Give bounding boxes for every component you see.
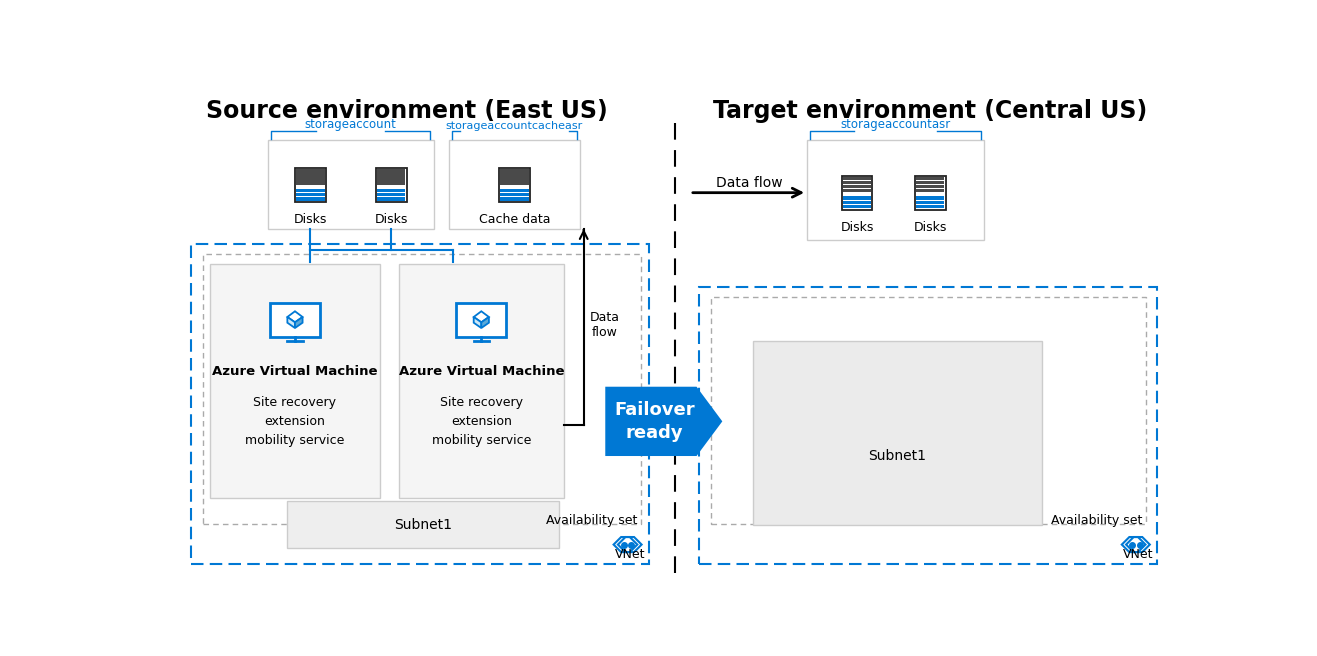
Bar [203,255,641,523]
Bar [456,302,506,337]
Bar [807,140,984,240]
Bar [500,193,528,196]
Text: Azure Virtual Machine: Azure Virtual Machine [399,365,564,378]
Bar [377,193,406,196]
Bar [296,193,324,196]
Bar [915,196,944,199]
Bar [843,181,872,184]
Bar [711,297,1146,523]
Bar [500,197,528,201]
Polygon shape [481,317,489,328]
Bar [375,168,407,202]
Text: Disks: Disks [840,221,873,234]
Bar [699,287,1158,564]
Bar [915,177,944,180]
Text: Availability set: Availability set [547,514,637,527]
Text: VNet: VNet [615,548,645,561]
Bar [843,201,872,204]
Bar [295,168,325,202]
Polygon shape [474,312,489,322]
Bar [296,169,324,173]
Bar [270,302,320,337]
Bar [377,177,406,181]
Text: Availability set: Availability set [1051,514,1142,527]
Bar [377,181,406,185]
Bar [753,340,1042,525]
Bar [377,173,406,176]
Text: Failover
ready: Failover ready [614,401,695,442]
Text: Disks: Disks [914,221,947,234]
Text: Site recovery
extension
mobility service: Site recovery extension mobility service [245,396,345,447]
Polygon shape [287,317,295,328]
Bar [296,181,324,185]
Text: VNet: VNet [1123,548,1154,561]
Bar [211,264,379,499]
Bar [191,244,649,564]
Bar [843,189,872,192]
Bar [915,181,944,184]
Bar [842,176,872,210]
Bar [915,185,944,188]
Bar [377,169,406,173]
Text: storageaccountcacheasr: storageaccountcacheasr [445,121,583,131]
Text: Azure Virtual Machine: Azure Virtual Machine [212,365,378,378]
Text: Disks: Disks [374,213,408,226]
Bar [296,173,324,176]
Bar [915,201,944,204]
Text: Subnet1: Subnet1 [394,518,452,531]
Bar [500,189,528,192]
Bar [449,140,579,229]
Text: Source environment (East US): Source environment (East US) [205,99,607,123]
Polygon shape [287,312,303,322]
Bar [500,177,528,181]
Text: Cache data: Cache data [478,213,551,226]
Text: Site recovery
extension
mobility service: Site recovery extension mobility service [432,396,531,447]
Bar [915,176,946,210]
Bar [296,177,324,181]
Bar [499,168,529,202]
Text: Data
flow: Data flow [590,311,620,339]
Bar [843,205,872,209]
Text: Data flow: Data flow [716,176,782,190]
Text: storageaccount: storageaccount [304,118,396,131]
Bar [269,140,433,229]
Bar [287,501,560,548]
Bar [843,185,872,188]
Text: Target environment (Central US): Target environment (Central US) [712,99,1147,123]
Bar [843,196,872,199]
Bar [915,189,944,192]
Bar [843,177,872,180]
Bar [500,169,528,173]
Bar [915,205,944,209]
Polygon shape [295,317,303,328]
Polygon shape [474,317,481,328]
Text: storageaccountasr: storageaccountasr [840,118,951,131]
Bar [377,197,406,201]
Polygon shape [606,387,722,456]
Bar [399,264,565,499]
Bar [500,181,528,185]
Bar [377,189,406,192]
Text: Subnet1: Subnet1 [868,449,926,463]
Text: Disks: Disks [294,213,327,226]
Bar [500,173,528,176]
Bar [296,197,324,201]
Bar [296,189,324,192]
